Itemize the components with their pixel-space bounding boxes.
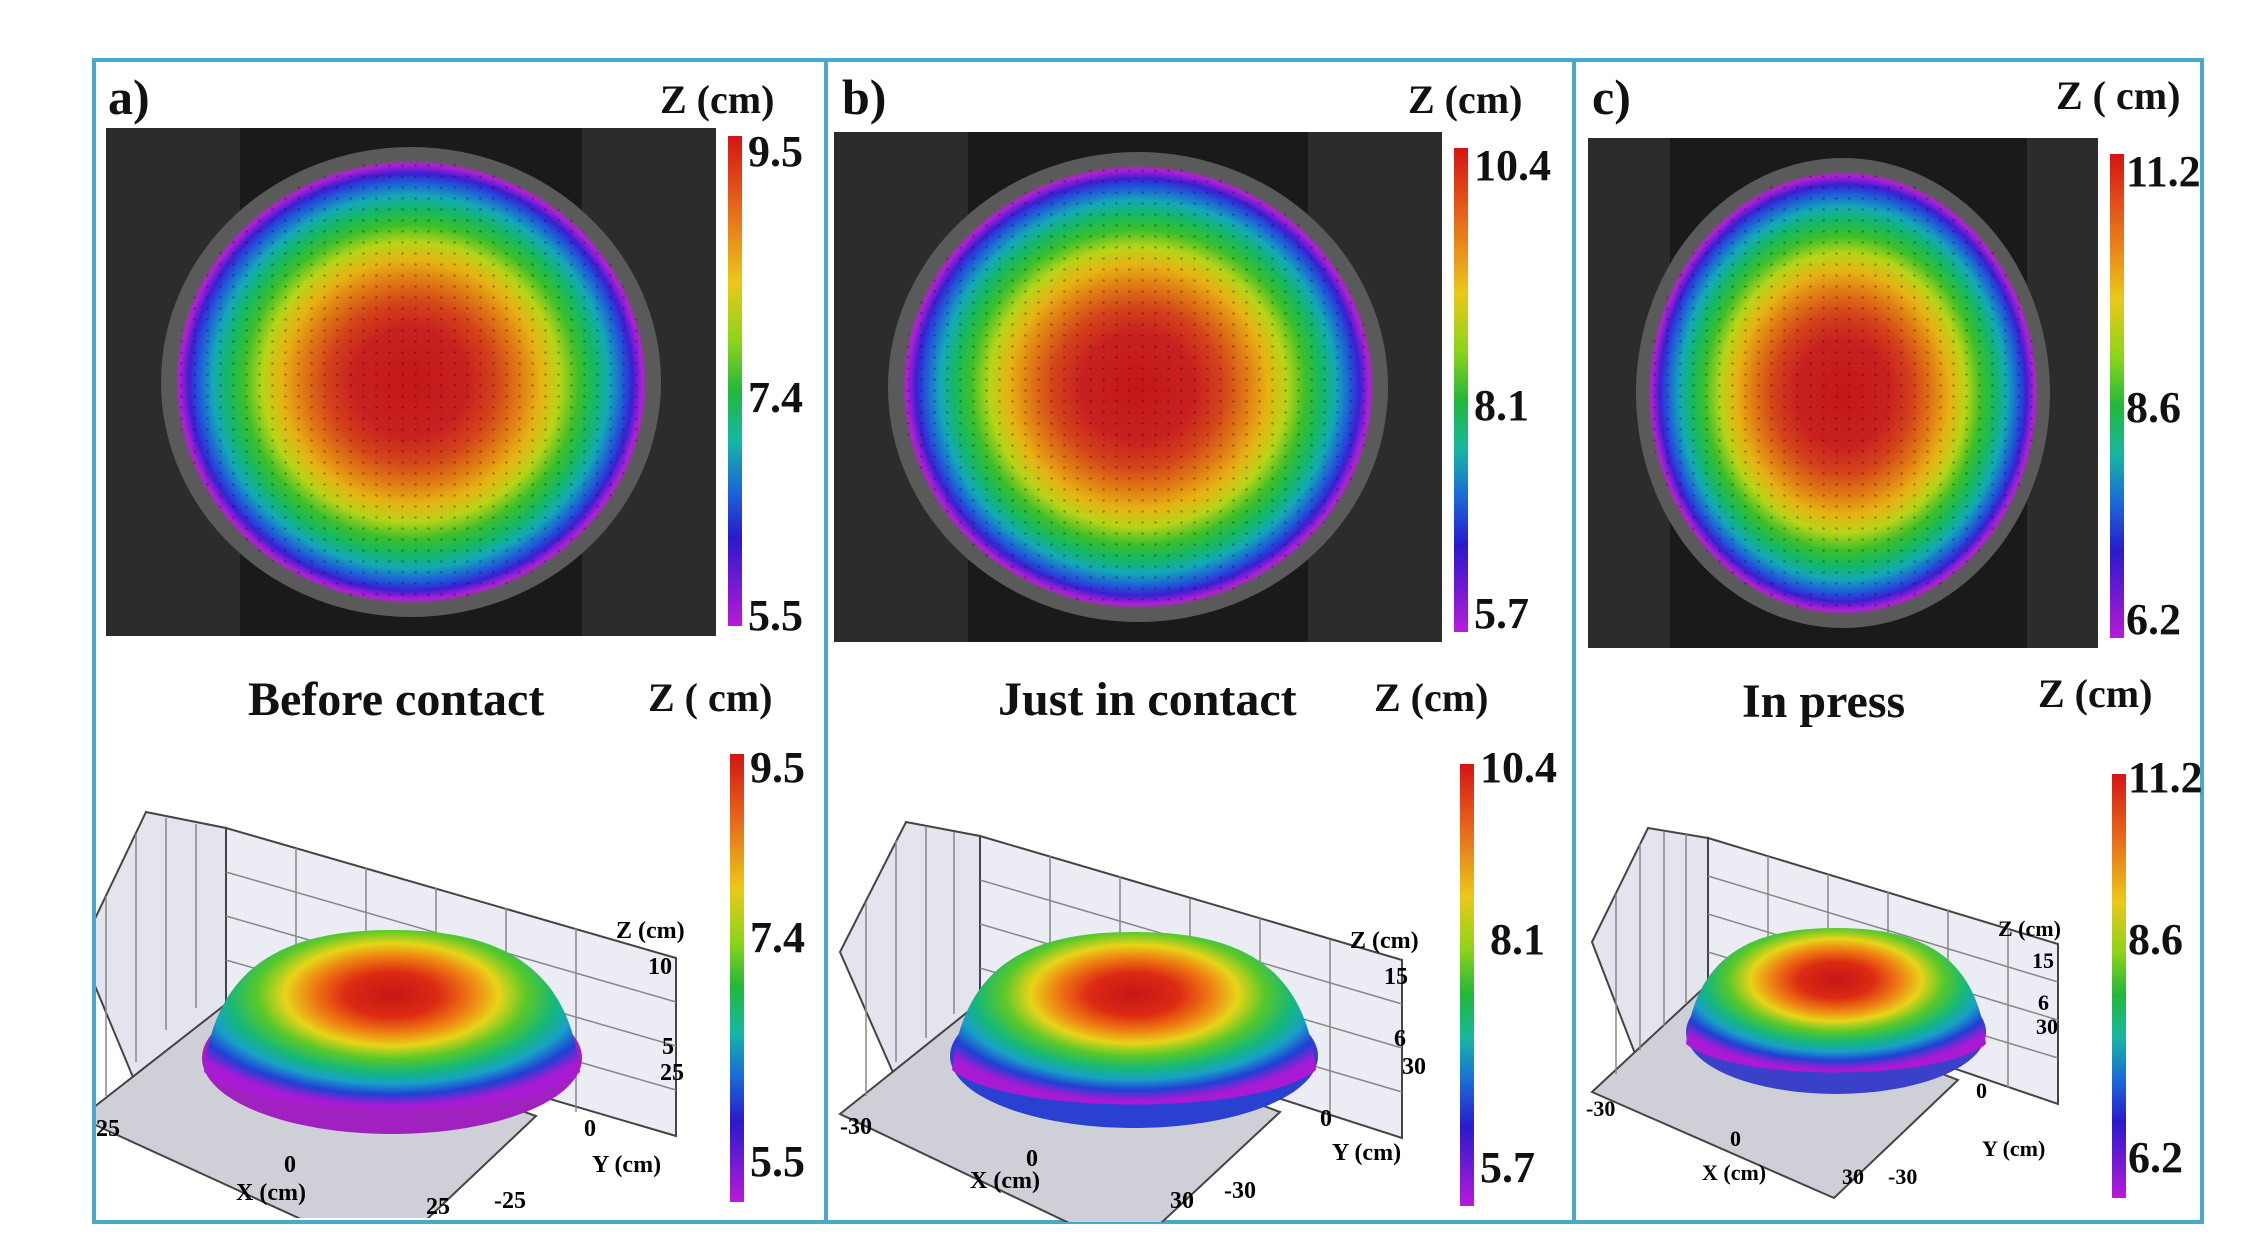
surface-plot-3d: Z (cm) 10 5 -25 0 25 X (cm) 25 0 -25 Y (…: [78, 738, 736, 1248]
y-tick: 0: [1976, 1078, 1987, 1103]
y-tick: 0: [584, 1116, 596, 1142]
top-colorbar-max: 10.4: [1474, 141, 1551, 190]
surface-plot-svg: Z (cm) 10 5 -25 0 25 X (cm) 25 0 -25 Y (…: [78, 810, 685, 1248]
bottom-colorbar-max: 11.2: [2128, 753, 2203, 802]
surface-plot-3d: Z (cm) 15 6 -30 0 30 X (cm) 30 0 -30 Y (…: [1578, 752, 2112, 1222]
y-tick: -30: [1224, 1178, 1256, 1204]
bottom-colorbar: [2112, 774, 2126, 1198]
x-tick: -30: [840, 1114, 872, 1140]
dic-contour-photo: [1588, 138, 2098, 648]
x-tick: 0: [1026, 1146, 1038, 1172]
dome-surface: [952, 932, 1316, 1105]
z-tick: 10: [648, 954, 672, 980]
panel-title: Before contact: [248, 673, 545, 726]
bottom-colorbar-mid: 7.4: [750, 913, 805, 962]
x-tick: 0: [284, 1152, 296, 1178]
top-colorbar: [1454, 148, 1468, 632]
dic-contour-photo: [834, 132, 1442, 642]
top-colorbar-mid: 8.1: [1474, 381, 1529, 430]
figure-frame: [92, 58, 2204, 1224]
z-tick: 15: [2032, 948, 2054, 973]
z-axis-label: Z (cm): [1350, 928, 1419, 954]
panel-divider-ab: [824, 58, 828, 1224]
contour-overlay: [902, 165, 1374, 609]
x-tick: 0: [1730, 1126, 1741, 1151]
contour-overlay: [175, 160, 647, 604]
y-tick: -25: [494, 1188, 526, 1214]
dome-surface: [1686, 928, 1986, 1073]
top-colorbar-max: 11.2: [2126, 147, 2201, 196]
surface-plot-svg: Z (cm) 15 6 -30 0 30 X (cm) 30 0 -30 Y (…: [838, 820, 1426, 1248]
top-colorbar-min: 5.7: [1474, 589, 1529, 638]
panel-title: Just in contact: [998, 673, 1297, 726]
x-axis-label: X (cm): [236, 1180, 306, 1206]
x-axis-label: X (cm): [1702, 1160, 1766, 1185]
bottom-colorbar-title: Z ( cm): [648, 675, 773, 720]
dic-contour-photo: [106, 128, 716, 636]
bottom-colorbar-mid: 8.1: [1490, 915, 1545, 964]
panel-a: a) Z (cm) 9.5 7.4 5.5 Before contact Z (…: [78, 62, 805, 1248]
floor-plane: [838, 1000, 1282, 1248]
panel-label: b): [842, 69, 887, 125]
bottom-colorbar: [1460, 764, 1474, 1206]
y-axis-label: Y (cm): [1982, 1136, 2045, 1161]
bottom-colorbar-min: 6.2: [2128, 1133, 2183, 1182]
top-colorbar-title: Z ( cm): [2056, 73, 2181, 118]
bottom-colorbar-max: 10.4: [1480, 743, 1557, 792]
bottom-colorbar-title: Z (cm): [2038, 671, 2153, 716]
top-colorbar-title: Z (cm): [660, 77, 775, 122]
x-tick: 30: [1170, 1188, 1194, 1214]
y-axis-label: Y (cm): [1332, 1140, 1401, 1166]
bottom-colorbar-max: 9.5: [750, 743, 805, 792]
panel-title: In press: [1742, 675, 1906, 728]
bottom-colorbar-min: 5.7: [1480, 1143, 1535, 1192]
panel-label: a): [108, 69, 150, 125]
panel-label: c): [1592, 69, 1631, 125]
surface-plot-3d: Z (cm) 15 6 -30 0 30 X (cm) 30 0 -30 Y (…: [830, 752, 1470, 1248]
panel-c: c) Z ( cm) 11.2 8.6 6.2 In press Z (cm): [1578, 62, 2203, 1222]
bottom-colorbar-min: 5.5: [750, 1137, 805, 1186]
y-tick: 30: [2036, 1014, 2058, 1039]
z-tick: 6: [1394, 1026, 1406, 1052]
dome-surface: [204, 930, 580, 1110]
top-colorbar-mid: 7.4: [748, 373, 803, 422]
panel-b: b) Z (cm) 10.4 8.1 5.7 Just in contact Z…: [830, 62, 1557, 1248]
top-colorbar: [2110, 154, 2124, 638]
z-axis-label: Z (cm): [616, 918, 685, 944]
top-colorbar-min: 6.2: [2126, 595, 2181, 644]
contour-overlay: [1648, 171, 2038, 615]
y-tick: 25: [660, 1060, 684, 1086]
z-axis-label: Z (cm): [1998, 916, 2061, 941]
bottom-colorbar-mid: 8.6: [2128, 915, 2183, 964]
top-colorbar: [728, 136, 742, 626]
top-colorbar-mid: 8.6: [2126, 383, 2181, 432]
surface-plot-svg: Z (cm) 15 6 -30 0 30 X (cm) 30 0 -30 Y (…: [1586, 826, 2061, 1200]
x-tick: -30: [1586, 1096, 1615, 1121]
panel-divider-bc: [1572, 58, 1576, 1224]
x-tick: 25: [426, 1194, 450, 1218]
bottom-colorbar: [730, 754, 744, 1202]
floor-plane: [1590, 982, 1960, 1200]
z-tick: 5: [662, 1034, 674, 1060]
top-colorbar-max: 9.5: [748, 127, 803, 176]
y-axis-label: Y (cm): [592, 1152, 661, 1178]
y-tick: -30: [1888, 1164, 1917, 1189]
bottom-colorbar-title: Z (cm): [1374, 675, 1489, 720]
z-tick: 6: [2038, 990, 2049, 1015]
x-tick: 30: [1842, 1164, 1864, 1189]
y-tick: 30: [1402, 1054, 1426, 1080]
z-tick: 15: [1384, 964, 1408, 990]
x-tick: -25: [96, 1116, 120, 1142]
y-tick: 0: [1320, 1106, 1332, 1132]
top-colorbar-min: 5.5: [748, 591, 803, 640]
top-colorbar-title: Z (cm): [1408, 77, 1523, 122]
x-axis-label: X (cm): [970, 1168, 1040, 1194]
